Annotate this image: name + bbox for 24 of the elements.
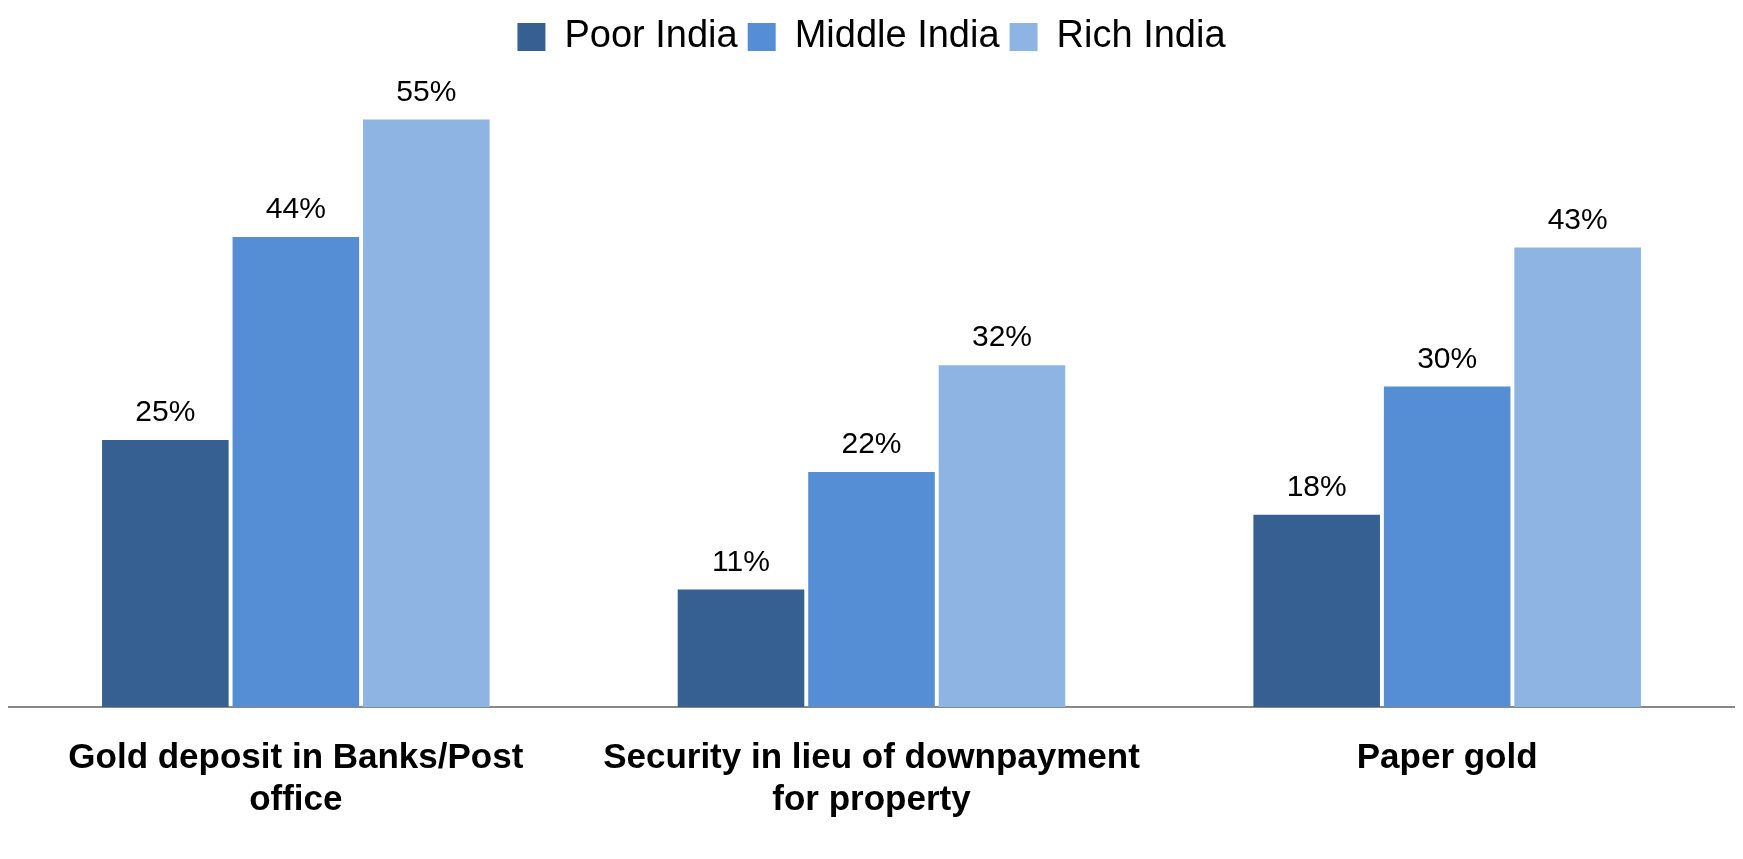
legend-label: Poor India bbox=[564, 13, 739, 56]
bar bbox=[1514, 247, 1641, 707]
x-tick-label: Paper gold bbox=[1356, 735, 1538, 775]
data-label: 25% bbox=[135, 394, 196, 428]
data-label: 55% bbox=[396, 73, 457, 107]
data-label: 18% bbox=[1286, 468, 1347, 502]
data-label: 43% bbox=[1547, 201, 1608, 235]
data-label: 22% bbox=[841, 426, 902, 460]
data-label: 11% bbox=[712, 543, 770, 577]
bar bbox=[102, 439, 229, 707]
legend-label: Rich India bbox=[1056, 13, 1227, 56]
data-label: 44% bbox=[265, 191, 326, 225]
legend-label: Middle India bbox=[794, 13, 1001, 56]
bar bbox=[1253, 514, 1380, 707]
bar bbox=[938, 365, 1066, 707]
bar bbox=[808, 471, 935, 707]
bar bbox=[677, 589, 805, 707]
data-label: 30% bbox=[1417, 340, 1478, 374]
data-label: 32% bbox=[971, 319, 1033, 353]
bar bbox=[1383, 386, 1511, 707]
x-tick-label: Gold deposit in Banks/Post office bbox=[68, 735, 524, 817]
x-tick-label: Security in lieu of downpayment for property bbox=[603, 735, 1141, 817]
bar bbox=[363, 119, 490, 707]
bar bbox=[232, 236, 360, 707]
